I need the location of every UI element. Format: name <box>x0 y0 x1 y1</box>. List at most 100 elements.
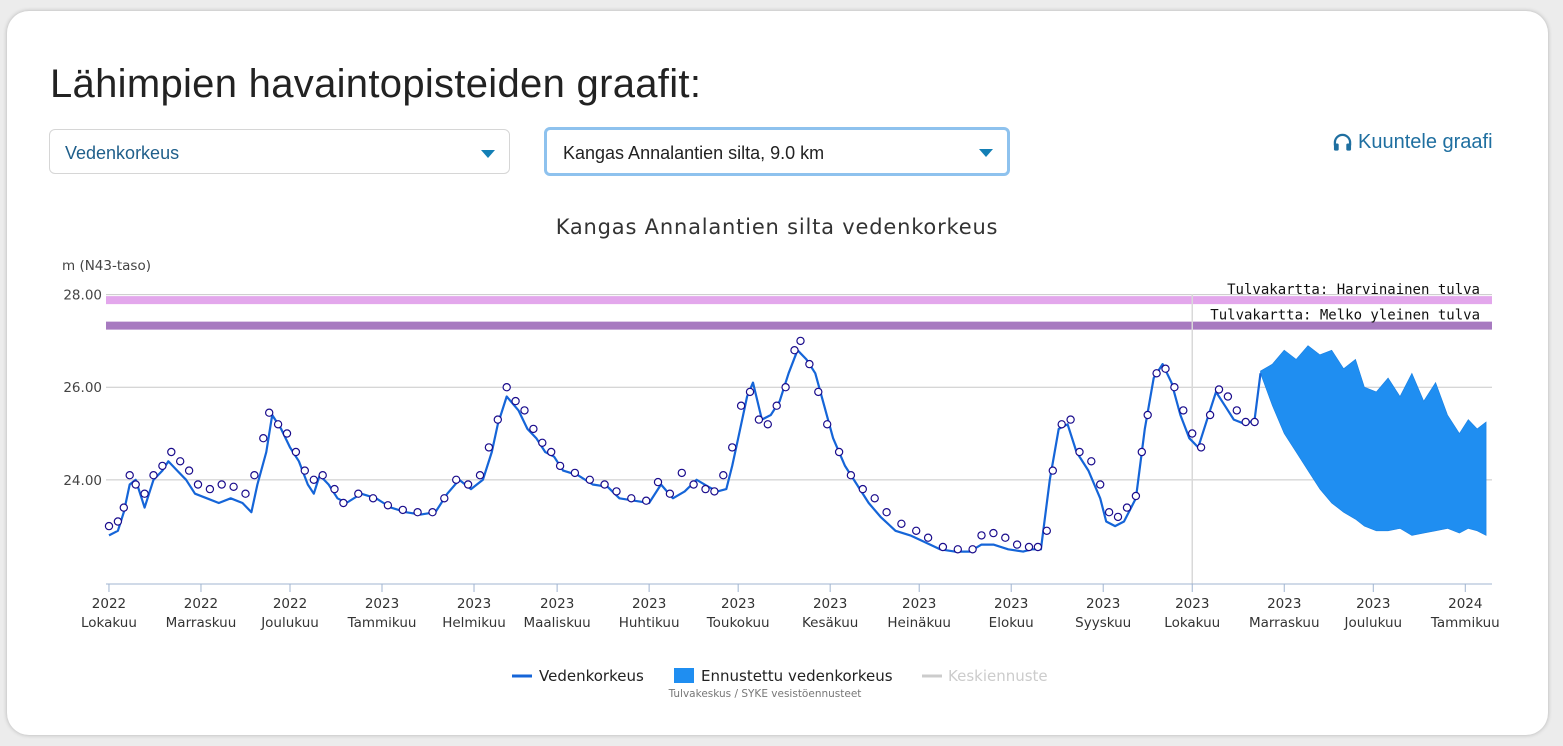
observation-point <box>968 545 977 554</box>
observation-point <box>131 480 140 489</box>
observation-point <box>882 508 891 517</box>
observation-point <box>383 501 393 510</box>
observation-point <box>1122 503 1132 512</box>
observation-point <box>627 494 636 503</box>
observation-point <box>1214 385 1224 394</box>
observation-point <box>184 466 194 475</box>
observation-point <box>1223 392 1233 401</box>
chart-credits: Tulvakeskus / SYKE vesistöennusteet <box>668 688 862 700</box>
x-tick-month: Heinäkuu <box>887 615 951 631</box>
observation-point <box>585 475 595 484</box>
observation-point <box>493 415 502 424</box>
x-tick-year: 2023 <box>1086 596 1120 612</box>
y-tick-label: 26.00 <box>63 380 102 396</box>
chevron-down-icon <box>481 150 495 158</box>
observation-point <box>520 406 529 415</box>
observation-point <box>300 466 309 475</box>
observation-point <box>1075 447 1084 457</box>
observation-point <box>1179 406 1188 415</box>
x-tick-month: Lokakuu <box>81 615 137 631</box>
x-tick-month: Tammikuu <box>347 615 417 631</box>
observation-point <box>1001 533 1010 542</box>
observation-point <box>912 526 921 536</box>
listen-graph-link[interactable]: Kuuntele graafi <box>1333 131 1493 154</box>
x-tick-year: 2022 <box>273 596 307 612</box>
observation-point <box>858 484 868 494</box>
quantity-select[interactable]: Vedenkorkeus <box>49 129 510 174</box>
observation-point <box>1152 369 1161 378</box>
observation-point <box>1042 526 1052 536</box>
observation-point <box>897 519 906 529</box>
legend-item-observed: Vedenkorkeus <box>539 667 644 685</box>
observation-point <box>354 489 363 498</box>
observation-point <box>259 434 268 443</box>
listen-graph-label: Kuuntele graafi <box>1358 131 1493 153</box>
observation-point <box>175 457 185 466</box>
observation-point <box>511 396 520 406</box>
station-select[interactable]: Kangas Annalantien silta, 9.0 km <box>544 127 1010 176</box>
observation-point <box>555 461 565 471</box>
observation-point <box>1087 457 1096 466</box>
observation-point <box>273 420 283 429</box>
observation-point <box>745 387 755 397</box>
x-tick-month: Tammikuu <box>1430 615 1500 631</box>
forecast-band-area <box>1260 345 1487 536</box>
observation-point <box>452 475 461 484</box>
observation-point <box>282 429 292 438</box>
x-tick-month: Joulukuu <box>1343 615 1402 631</box>
x-tick-month: Marraskuu <box>166 615 237 631</box>
x-tick-month: Maaliskuu <box>523 615 590 631</box>
observation-point <box>1024 542 1034 552</box>
x-tick-year: 2023 <box>813 596 847 612</box>
observation-point <box>938 542 948 552</box>
observation-point <box>653 477 663 487</box>
observation-point <box>642 496 651 505</box>
observed-series-line <box>108 349 1262 553</box>
observation-point <box>330 484 339 494</box>
x-tick-month: Helmikuu <box>442 615 506 631</box>
x-tick-month: Marraskuu <box>1249 615 1320 631</box>
observation-point <box>570 468 580 478</box>
x-tick-year: 2024 <box>1448 596 1482 612</box>
observation-point <box>158 461 167 471</box>
observation-point <box>119 503 129 512</box>
observation-point <box>104 521 114 531</box>
x-tick-month: Kesäkuu <box>802 615 858 631</box>
x-tick-month: Lokakuu <box>1164 615 1220 631</box>
observation-point <box>241 489 250 498</box>
observation-point <box>870 494 879 503</box>
observation-point <box>1033 542 1043 552</box>
observation-point <box>728 443 737 452</box>
observation-point <box>923 533 933 542</box>
observation-point <box>547 447 556 457</box>
observation-point <box>846 471 856 480</box>
observation-point <box>113 517 123 526</box>
x-tick-year: 2022 <box>92 596 126 612</box>
observation-point <box>1143 410 1152 420</box>
x-tick-year: 2023 <box>457 596 491 612</box>
chart-title: Kangas Annalantien silta vedenkorkeus <box>556 215 999 239</box>
observation-point <box>229 482 238 491</box>
observation-point <box>484 443 494 452</box>
observation-point <box>1012 540 1022 549</box>
observation-point <box>772 401 781 410</box>
x-tick-month: Joulukuu <box>260 615 319 631</box>
observation-point <box>217 480 226 489</box>
observation-point <box>398 505 407 515</box>
observation-point <box>538 438 547 447</box>
chevron-down-icon <box>979 149 993 157</box>
observation-point <box>1205 410 1215 420</box>
observation-point <box>502 383 511 392</box>
legend-item-forecast: Ennustettu vedenkorkeus <box>701 667 893 685</box>
observation-point <box>736 401 746 410</box>
station-select-value: Kangas Annalantien silta, 9.0 km <box>563 143 825 163</box>
observation-point <box>701 484 710 494</box>
observation-point <box>440 494 449 503</box>
observation-point <box>1241 417 1250 427</box>
flood-line-label: Tulvakartta: Melko yleinen tulva <box>1210 308 1480 324</box>
observation-point <box>368 494 378 503</box>
observation-point <box>125 471 134 480</box>
observation-point <box>1104 508 1114 517</box>
page-title: Lähimpien havaintopisteiden graafit: <box>50 62 702 106</box>
observation-point <box>291 447 301 457</box>
